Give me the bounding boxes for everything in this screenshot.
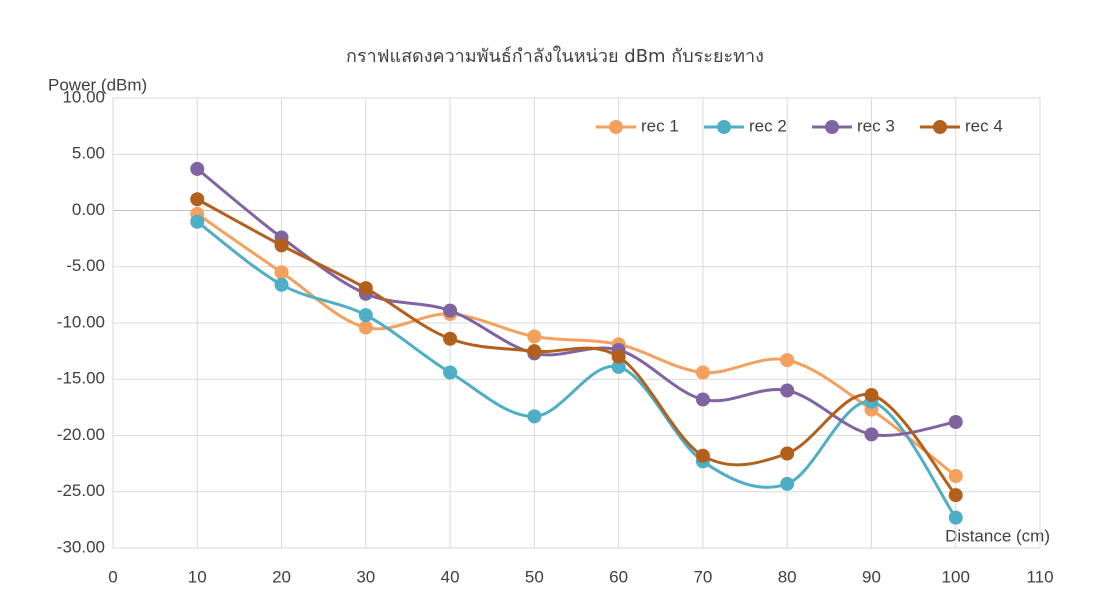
legend-label: rec 2 xyxy=(749,116,787,135)
x-tick-label: 100 xyxy=(942,567,970,586)
data-point xyxy=(443,332,457,346)
x-tick-label: 80 xyxy=(778,567,797,586)
legend-marker xyxy=(933,120,947,134)
x-axis-label: Distance (cm) xyxy=(945,526,1050,545)
legend-label: rec 1 xyxy=(641,116,679,135)
data-point xyxy=(359,321,373,335)
data-point xyxy=(949,488,963,502)
series-line xyxy=(197,214,955,476)
data-point xyxy=(612,350,626,364)
data-point xyxy=(359,281,373,295)
legend-label: rec 3 xyxy=(857,116,895,135)
y-tick-label: -10.00 xyxy=(57,312,105,331)
data-point xyxy=(190,162,204,176)
chart: กราฟแสดงความพันธ์กำลังในหน่วย dBm กับระย… xyxy=(0,0,1097,607)
y-tick-label: -30.00 xyxy=(57,537,105,556)
data-point xyxy=(275,265,289,279)
data-point xyxy=(696,449,710,463)
legend-marker xyxy=(825,120,839,134)
x-tick-label: 90 xyxy=(862,567,881,586)
series-line xyxy=(197,169,955,436)
data-point xyxy=(275,278,289,292)
data-point xyxy=(527,409,541,423)
data-point xyxy=(527,344,541,358)
x-tick-label: 70 xyxy=(693,567,712,586)
data-point xyxy=(864,388,878,402)
data-point xyxy=(949,415,963,429)
y-tick-label: 10.00 xyxy=(62,87,105,106)
data-point xyxy=(190,192,204,206)
y-tick-label: -20.00 xyxy=(57,425,105,444)
x-tick-label: 10 xyxy=(188,567,207,586)
series-line xyxy=(197,199,955,495)
data-point xyxy=(864,427,878,441)
x-tick-label: 60 xyxy=(609,567,628,586)
x-tick-label: 110 xyxy=(1026,567,1053,586)
data-point xyxy=(780,447,794,461)
y-tick-label: -25.00 xyxy=(57,481,105,500)
y-tick-label: -15.00 xyxy=(57,369,105,388)
data-point xyxy=(527,330,541,344)
data-point xyxy=(780,477,794,491)
data-point xyxy=(190,215,204,229)
chart-title: กราฟแสดงความพันธ์กำลังในหน่วย dBm กับระย… xyxy=(346,45,764,67)
x-tick-label: 30 xyxy=(356,567,375,586)
data-point xyxy=(275,238,289,252)
data-point xyxy=(780,384,794,398)
x-tick-label: 20 xyxy=(272,567,291,586)
x-tick-label: 40 xyxy=(441,567,460,586)
data-point xyxy=(780,353,794,367)
data-point xyxy=(696,393,710,407)
legend-marker xyxy=(609,120,623,134)
data-point xyxy=(443,304,457,318)
y-tick-label: 0.00 xyxy=(72,200,105,219)
x-tick-label: 50 xyxy=(525,567,544,586)
data-point xyxy=(359,308,373,322)
x-tick-label: 0 xyxy=(108,567,117,586)
data-point xyxy=(949,469,963,483)
y-tick-label: 5.00 xyxy=(72,144,105,163)
legend-marker xyxy=(717,120,731,134)
series-line xyxy=(197,222,955,518)
data-point xyxy=(949,511,963,525)
data-point xyxy=(696,366,710,380)
legend-label: rec 4 xyxy=(965,116,1003,135)
y-tick-label: -5.00 xyxy=(66,256,105,275)
data-point xyxy=(443,366,457,380)
